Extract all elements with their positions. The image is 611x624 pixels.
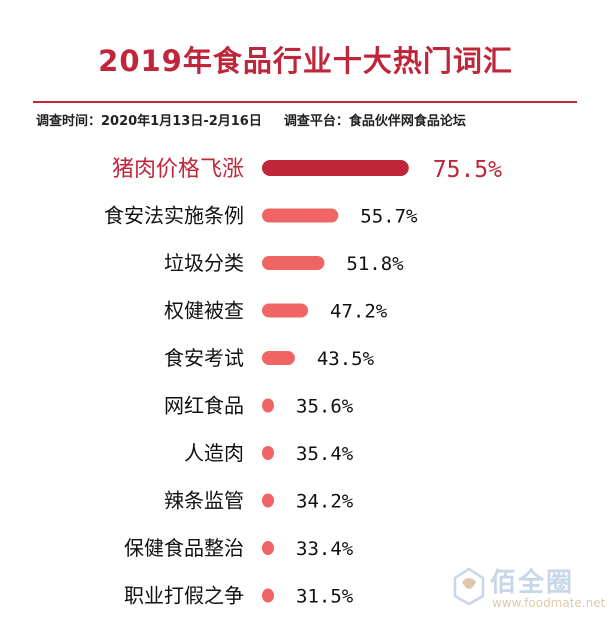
value-label: 31.5%	[296, 586, 354, 608]
value-label: 75.5%	[433, 157, 502, 183]
category-label: 人造肉	[184, 441, 244, 465]
bar	[262, 303, 309, 318]
bar	[262, 446, 274, 460]
value-label: 43.5%	[317, 348, 375, 370]
category-label: 猪肉价格飞涨	[112, 157, 244, 182]
watermark-url: www.foodmate.net	[492, 596, 606, 610]
category-label: 辣条监管	[164, 489, 244, 513]
value-label: 35.4%	[296, 443, 354, 465]
category-label: 保健食品整治	[124, 536, 244, 560]
bar	[262, 493, 274, 508]
bar	[262, 541, 274, 555]
category-label: 食安考试	[164, 346, 244, 370]
bar	[262, 398, 274, 413]
bar	[262, 256, 325, 270]
value-label: 35.6%	[296, 396, 354, 418]
category-label: 网红食品	[164, 394, 244, 418]
bar	[262, 208, 339, 223]
value-label: 34.2%	[296, 491, 354, 513]
watermark-logo-icon	[453, 567, 485, 606]
value-label: 33.4%	[296, 538, 354, 560]
category-label: 食安法实施条例	[104, 204, 244, 228]
bar	[262, 160, 409, 176]
watermark-text: 佰全圈	[490, 568, 575, 598]
survey-info: 调查时间：2020年1月13日-2月16日 调查平台：食品伙伴网食品论坛	[36, 110, 596, 129]
survey-platform: 调查平台：食品伙伴网食品论坛	[283, 114, 466, 129]
watermark: 佰全圈 www.foodmate.net	[452, 560, 606, 616]
bar	[262, 351, 295, 365]
value-label: 47.2%	[330, 301, 388, 323]
value-label: 51.8%	[346, 253, 404, 275]
value-label: 55.7%	[360, 206, 418, 228]
bar	[262, 588, 274, 603]
category-label: 职业打假之争	[124, 584, 244, 608]
category-label: 权健被查	[164, 299, 244, 323]
category-label: 垃圾分类	[164, 251, 244, 275]
survey-period: 调查时间：2020年1月13日-2月16日	[36, 114, 262, 129]
chart-title: 2019年食品行业十大热门词汇	[98, 44, 513, 78]
title-divider	[33, 101, 577, 103]
